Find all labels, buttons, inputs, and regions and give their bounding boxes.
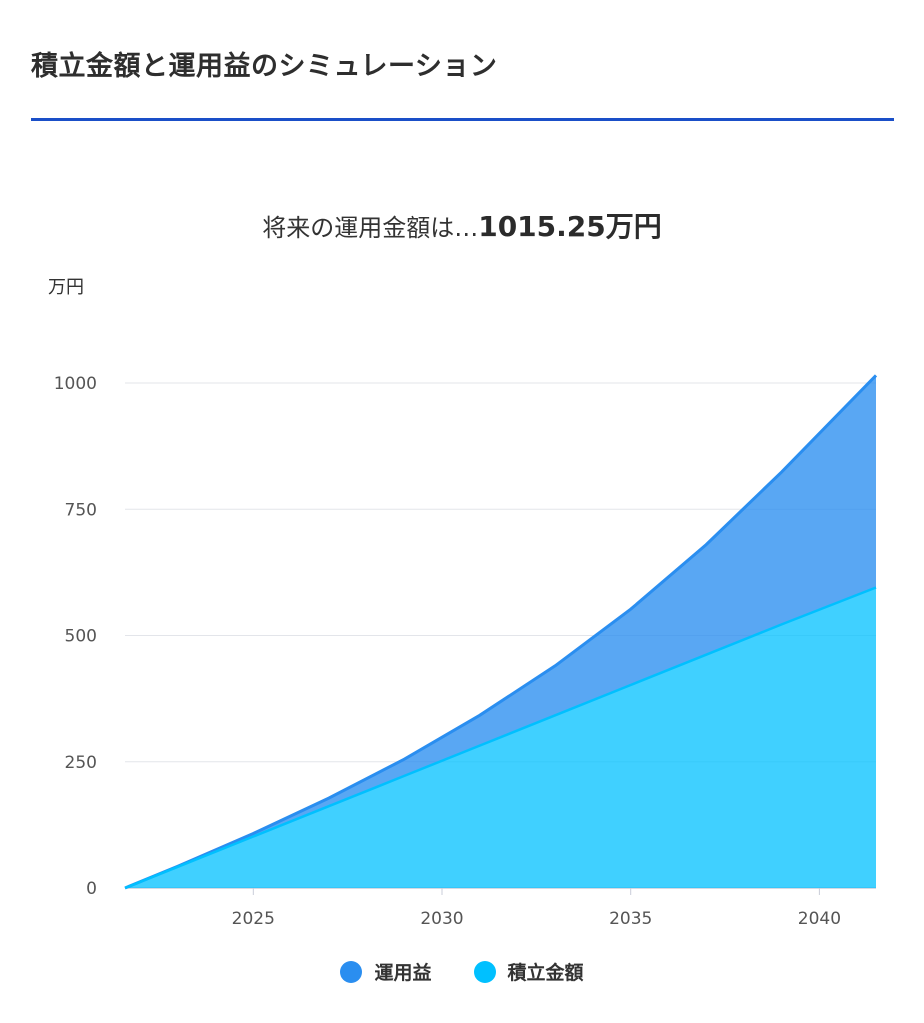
series-line-contribution: [124, 586, 877, 890]
summary-prefix: 将来の運用金額は…: [262, 214, 479, 242]
area-profit: [125, 375, 876, 888]
y-tick-label: 750: [65, 500, 97, 520]
future-amount-summary: 将来の運用金額は…1015.25万円: [0, 205, 924, 245]
series-line-profit: [124, 374, 878, 890]
x-tick-label: 2025: [232, 909, 275, 929]
legend-item-contribution[interactable]: 積立金額: [473, 958, 584, 985]
legend-swatch-profit: [340, 960, 363, 983]
legend-item-profit[interactable]: 運用益: [340, 958, 432, 985]
x-tick-label: 2030: [420, 909, 463, 929]
legend-swatch-contribution: [473, 960, 496, 983]
y-tick-label: 250: [65, 753, 97, 773]
summary-amount: 1015.25万円: [478, 210, 662, 243]
y-tick-label: 0: [86, 879, 97, 899]
legend-label-contribution: 積立金額: [507, 962, 584, 984]
chart-legend: 運用益 積立金額: [0, 958, 924, 985]
title-divider: [31, 118, 894, 121]
y-axis-unit-label: 万円: [48, 277, 84, 298]
legend-label-profit: 運用益: [374, 962, 432, 984]
y-tick-label: 1000: [54, 374, 97, 394]
y-tick-label: 500: [65, 627, 97, 647]
x-tick-label: 2040: [798, 909, 841, 929]
x-tick-label: 2035: [609, 909, 652, 929]
section-title: 積立金額と運用益のシミュレーション: [31, 51, 498, 82]
